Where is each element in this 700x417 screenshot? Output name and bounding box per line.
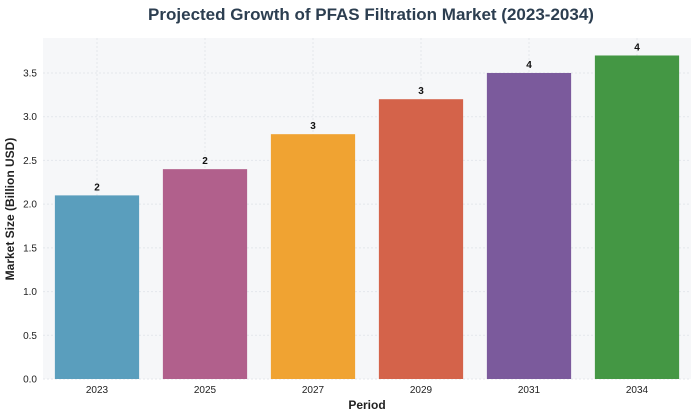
x-tick-label: 2027 — [302, 385, 325, 396]
bar-2029 — [378, 99, 464, 379]
x-tick-label: 2025 — [194, 385, 217, 396]
data-labels-group: 2 2 3 3 4 4 — [94, 42, 640, 193]
x-tick-label: 2034 — [626, 385, 649, 396]
x-tick-label: 2031 — [518, 385, 541, 396]
bar-2027 — [270, 134, 356, 379]
x-axis-label: Period — [348, 398, 385, 412]
x-tick-label: 2023 — [86, 385, 109, 396]
y-tick-label: 2.0 — [23, 200, 37, 211]
y-tick-label: 3.0 — [23, 112, 37, 123]
bar-2025 — [162, 169, 248, 379]
chart-title: Projected Growth of PFAS Filtration Mark… — [148, 5, 594, 24]
bar-2034 — [594, 55, 680, 379]
plot-background — [43, 38, 691, 379]
bar-2023 — [54, 195, 140, 379]
y-tick-label: 2.5 — [23, 156, 37, 167]
bar-data-label: 4 — [526, 60, 532, 71]
bar-data-label: 2 — [202, 156, 208, 167]
y-tick-label: 1.0 — [23, 287, 37, 298]
bar-data-label: 3 — [310, 121, 316, 132]
y-tick-label: 3.5 — [23, 68, 37, 79]
y-tick-label: 0.5 — [23, 331, 37, 342]
bars-group — [54, 55, 680, 379]
y-axis-label: Market Size (Billion USD) — [3, 138, 17, 281]
y-tick-label: 0.0 — [23, 375, 37, 386]
y-axis-ticks: 0.0 0.5 1.0 1.5 2.0 2.5 3.0 3.5 — [23, 68, 37, 385]
bar-data-label: 4 — [634, 42, 640, 53]
y-tick-label: 1.5 — [23, 243, 37, 254]
bar-data-label: 2 — [94, 182, 100, 193]
x-axis-ticks: 2023 2025 2027 2029 2031 2034 — [86, 385, 649, 396]
bar-data-label: 3 — [418, 86, 424, 97]
x-tick-label: 2029 — [410, 385, 433, 396]
bar-2031 — [486, 72, 572, 379]
